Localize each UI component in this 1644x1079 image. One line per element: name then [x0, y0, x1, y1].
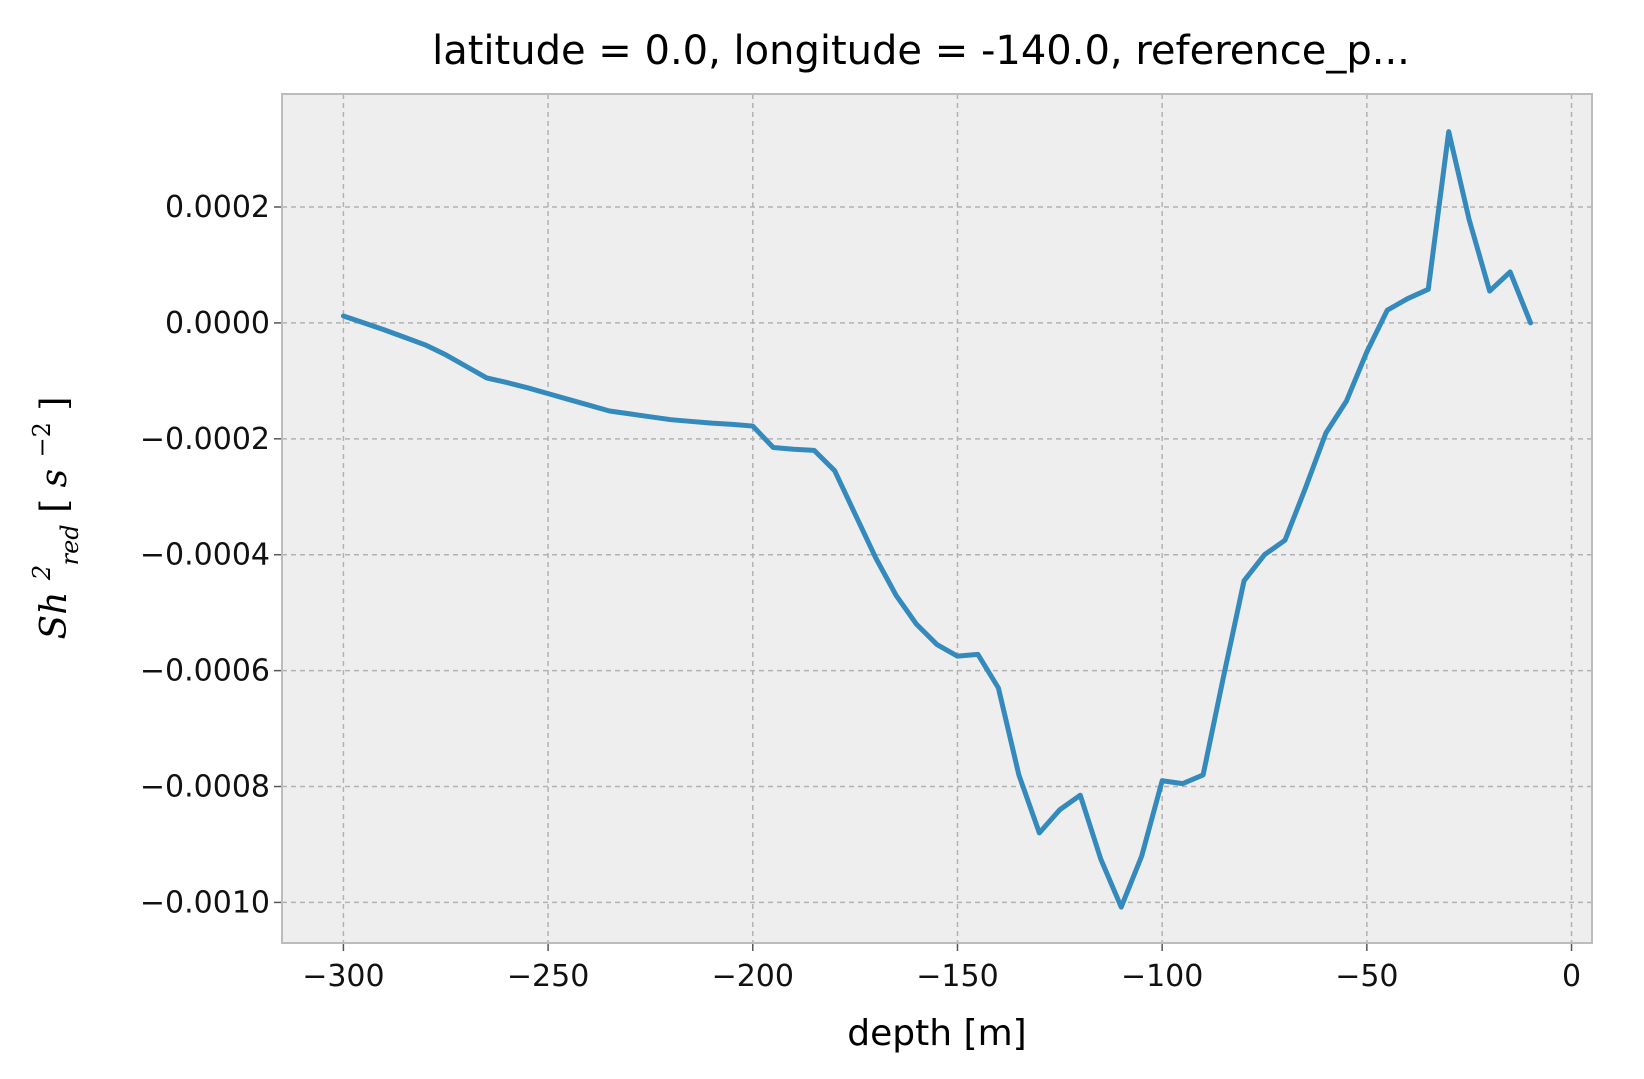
x-tick-label: −200 [712, 959, 794, 994]
y-tick-label: 0.0002 [165, 190, 270, 225]
series-line [340, 129, 1534, 910]
y-axis-label: Sh 2 red [ s −2 ] [18, 397, 87, 640]
y-label-unit-open: [ [34, 499, 75, 513]
y-tick-label: −0.0008 [140, 770, 270, 805]
y-axis-ticks: 0.0002 0.0000 −0.0002 −0.0004 −0.0006 −0.0008… [140, 190, 282, 920]
x-tick-label: −250 [507, 959, 589, 994]
x-tick-label: 0 [1562, 959, 1581, 994]
y-tick-label: 0.0000 [165, 306, 270, 341]
y-label-superscript: 2 [28, 565, 56, 581]
x-tick-label: −150 [916, 959, 998, 994]
y-label-unit-close: ] [34, 397, 75, 411]
x-tick-label: −100 [1121, 959, 1203, 994]
y-tick-label: −0.0002 [140, 422, 270, 457]
chart-title: latitude = 0.0, longitude = -140.0, refe… [432, 28, 1410, 74]
x-grid [342, 94, 1573, 943]
y-label-unit-superscript: −2 [28, 422, 56, 457]
x-tick-label: −300 [302, 959, 384, 994]
plot-background [282, 94, 1592, 943]
x-axis-ticks: −300 −250 −200 −150 −100 −50 0 [302, 943, 1581, 994]
y-grid [282, 206, 1592, 904]
x-axis-label: depth [m] [847, 1013, 1026, 1054]
plot-frame [281, 93, 1593, 944]
y-label-base: Sh [34, 592, 75, 640]
y-tick-label: −0.0010 [140, 885, 270, 920]
y-tick-label: −0.0006 [140, 654, 270, 689]
x-tick-label: −50 [1335, 959, 1398, 994]
y-label-subscript: red [56, 524, 84, 565]
y-label-unit-base: s [34, 469, 75, 487]
y-tick-label: −0.0004 [140, 538, 270, 573]
